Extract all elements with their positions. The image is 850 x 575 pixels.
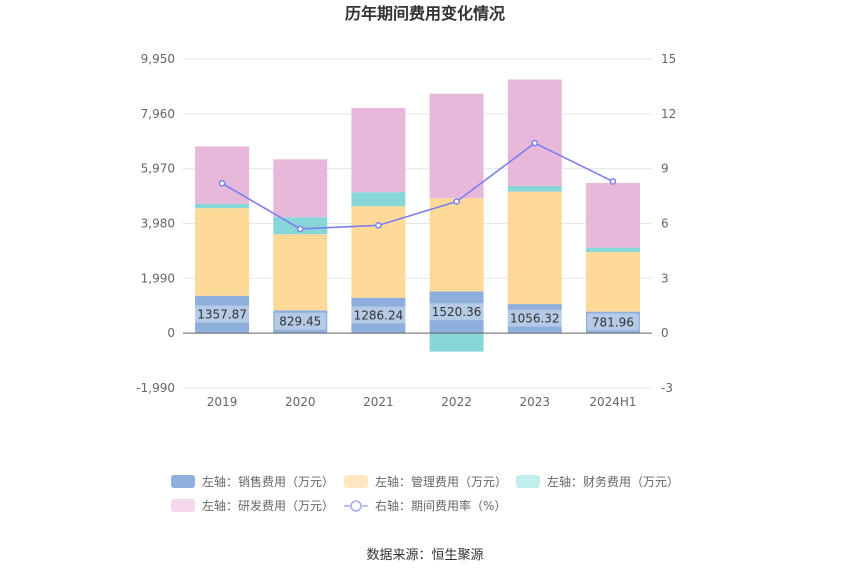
bar-label: 1286.24 xyxy=(354,308,404,322)
legend[interactable]: 左轴：销售费用（万元） 左轴：管理费用（万元） 左轴：财务费用（万元） 左轴：研发费用… xyxy=(171,474,679,513)
bar-segment-1-2022 xyxy=(429,291,484,334)
left-axis: 9,950 7,960 5,970 3,980 1,990 0 -1,990 xyxy=(136,52,175,395)
bar-label: 1056.32 xyxy=(510,312,560,326)
bar-segment-3-2023 xyxy=(507,185,562,192)
x-tick-label: 2019 xyxy=(207,395,238,409)
bar-label-bg xyxy=(426,303,487,321)
right-tick-label: 6 xyxy=(661,217,669,231)
legend-swatch xyxy=(516,475,540,488)
bar-segment-3-2024H1 xyxy=(585,247,640,253)
rate-point xyxy=(531,139,539,147)
bar-segment-1-2024H1 xyxy=(585,311,640,334)
bar-segment-1-2019 xyxy=(195,295,250,334)
bar-segment-1-2021 xyxy=(351,297,406,334)
bars xyxy=(195,79,640,352)
x-tick-label: 2023 xyxy=(519,395,550,409)
legend-item[interactable]: 左轴：管理费用（万元） xyxy=(344,474,507,489)
rate-line xyxy=(218,139,617,233)
right-tick-label: 15 xyxy=(661,52,676,66)
legend-item[interactable]: 左轴：销售费用（万元） xyxy=(171,474,334,489)
x-tick-label: 2024H1 xyxy=(589,395,636,409)
legend-item[interactable]: 左轴：财务费用（万元） xyxy=(516,474,679,489)
right-tick-label: -3 xyxy=(661,381,673,395)
bar-label: 781.96 xyxy=(592,315,634,329)
bar-segment-4-2022 xyxy=(429,93,484,199)
bar-segment-3-2022 xyxy=(429,333,484,352)
bar-segment-2-2020 xyxy=(273,234,328,311)
right-tick-label: 3 xyxy=(661,271,669,285)
left-tick-label: 7,960 xyxy=(141,107,175,121)
left-tick-label: 0 xyxy=(167,326,175,340)
bar-label-bg xyxy=(274,312,327,330)
left-tick-label: -1,990 xyxy=(136,381,175,395)
bar-segment-2-2019 xyxy=(195,208,250,296)
bar-segment-4-2024H1 xyxy=(585,182,640,248)
legend-swatch xyxy=(171,475,195,488)
rate-point xyxy=(375,221,382,229)
bar-label: 1357.87 xyxy=(197,307,247,321)
rate-point xyxy=(609,178,617,185)
bar-label-bg xyxy=(192,305,252,323)
legend-swatch xyxy=(171,499,195,512)
bar-label: 829.45 xyxy=(279,315,321,329)
bar-label-bg xyxy=(348,306,409,324)
bar-label: 1520.36 xyxy=(432,305,482,319)
source-note: 数据来源：恒生聚源 xyxy=(366,548,483,563)
bar-segment-2-2021 xyxy=(351,206,406,298)
legend-label: 左轴：财务费用（万元） xyxy=(547,474,679,489)
bar-label-bg xyxy=(505,309,565,327)
grid xyxy=(183,58,652,389)
bar-segment-3-2021 xyxy=(351,192,406,207)
legend-label: 左轴：研发费用（万元） xyxy=(202,498,334,513)
bar-segment-2-2022 xyxy=(429,198,484,292)
bar-segment-2-2024H1 xyxy=(585,252,640,312)
bar-labels: 1357.87 829.45 1286.24 1520.36 1056.32 781.96 xyxy=(192,303,639,331)
legend-label: 右轴：期间费用率（%） xyxy=(375,498,506,513)
rate-point xyxy=(296,225,304,233)
bar-segment-4-2021 xyxy=(351,107,406,193)
bar-segment-1-2020 xyxy=(273,310,328,334)
rate-point xyxy=(218,179,226,187)
left-tick-label: 9,950 xyxy=(141,52,175,66)
x-tick-label: 2021 xyxy=(363,395,394,409)
left-tick-label: 3,980 xyxy=(141,217,175,231)
right-axis: 15 12 9 6 3 0 -3 xyxy=(661,52,676,395)
chart-title: 历年期间费用变化情况 xyxy=(345,4,505,23)
legend-label: 左轴：管理费用（万元） xyxy=(375,474,507,489)
legend-item[interactable]: 左轴：研发费用（万元） xyxy=(171,498,334,513)
bar-segment-4-2020 xyxy=(273,159,328,218)
x-tick-label: 2020 xyxy=(285,395,316,409)
left-tick-label: 5,970 xyxy=(141,162,175,176)
left-tick-label: 1,990 xyxy=(141,271,175,285)
right-tick-label: 9 xyxy=(661,162,669,176)
legend-label: 左轴：销售费用（万元） xyxy=(202,474,334,489)
right-tick-label: 12 xyxy=(661,107,676,121)
bar-segment-3-2019 xyxy=(195,203,250,209)
bar-label-bg xyxy=(587,313,639,331)
legend-item[interactable]: 右轴：期间费用率（%） xyxy=(344,498,506,513)
x-tick-label: 2022 xyxy=(441,395,472,409)
x-axis: 2019 2020 2021 2022 2023 2024H1 xyxy=(207,395,637,409)
right-tick-label: 0 xyxy=(661,326,669,340)
rate-line-path xyxy=(221,142,614,230)
rate-point xyxy=(453,198,460,205)
bar-segment-1-2023 xyxy=(507,304,562,334)
bar-segment-4-2023 xyxy=(507,79,562,186)
legend-marker xyxy=(350,500,362,512)
bar-segment-2-2023 xyxy=(507,191,562,305)
legend-swatch xyxy=(344,475,368,488)
